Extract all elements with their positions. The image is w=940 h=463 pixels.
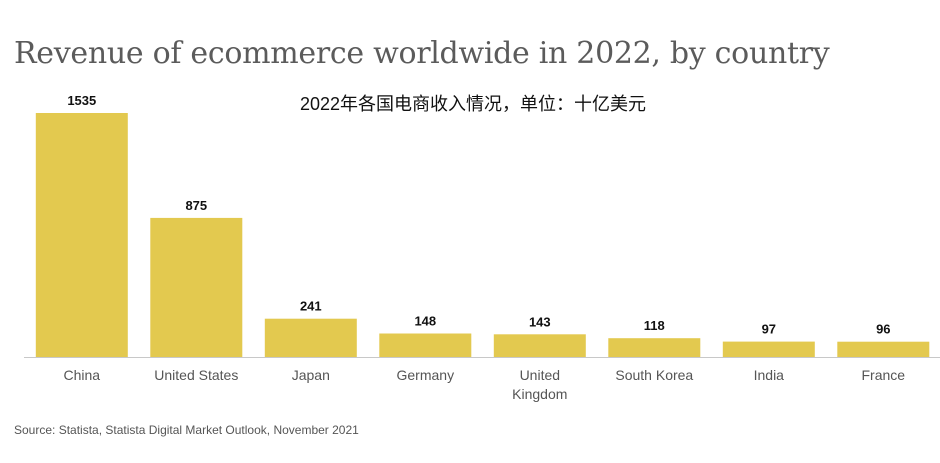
value-label-china: 1535 (67, 93, 96, 108)
bar-china (35, 113, 128, 357)
value-label-south-korea: 118 (644, 318, 665, 333)
bar-south-korea (608, 338, 701, 357)
category-label-line: France (862, 367, 906, 383)
bar-france (837, 341, 930, 357)
category-label-line: United (520, 367, 560, 383)
chart-subtitle: 2022年各国电商收入情况，单位：十亿美元 (300, 94, 647, 114)
category-label-china: China (64, 367, 101, 383)
bar-japan (264, 318, 357, 357)
category-label-line: China (64, 367, 101, 383)
category-label-line: Germany (397, 367, 455, 383)
bar-united-kingdom (493, 334, 586, 357)
chart-title: Revenue of ecommerce worldwide in 2022, … (14, 36, 830, 71)
category-label-south-korea: South Korea (615, 367, 693, 383)
bar-united-states (150, 217, 243, 357)
value-labels-group: 1535 875 241 148 143 118 97 96 (67, 93, 890, 337)
category-label-germany: Germany (397, 367, 455, 383)
value-label-germany: 148 (414, 314, 436, 329)
category-label-line: South Korea (615, 367, 693, 383)
category-label-france: France (862, 367, 906, 383)
bar-germany (379, 333, 472, 357)
bars-group (35, 113, 930, 357)
bar-india (722, 341, 815, 357)
value-label-france: 96 (876, 322, 890, 337)
value-label-india: 97 (762, 322, 776, 337)
value-label-united-states: 875 (185, 198, 207, 213)
category-label-line: Kingdom (512, 386, 567, 402)
category-label-united-kingdom: United Kingdom (512, 367, 567, 402)
source-note: Source: Statista, Statista Digital Marke… (14, 423, 359, 437)
category-label-united-states: United States (154, 367, 238, 383)
value-label-japan: 241 (300, 299, 322, 314)
category-label-japan: Japan (292, 367, 330, 383)
value-label-united-kingdom: 143 (529, 314, 551, 329)
category-label-line: India (754, 367, 785, 383)
category-label-line: Japan (292, 367, 330, 383)
category-label-line: United States (154, 367, 238, 383)
category-labels-group: China United States Japan Germany United King… (64, 367, 906, 402)
category-label-india: India (754, 367, 785, 383)
